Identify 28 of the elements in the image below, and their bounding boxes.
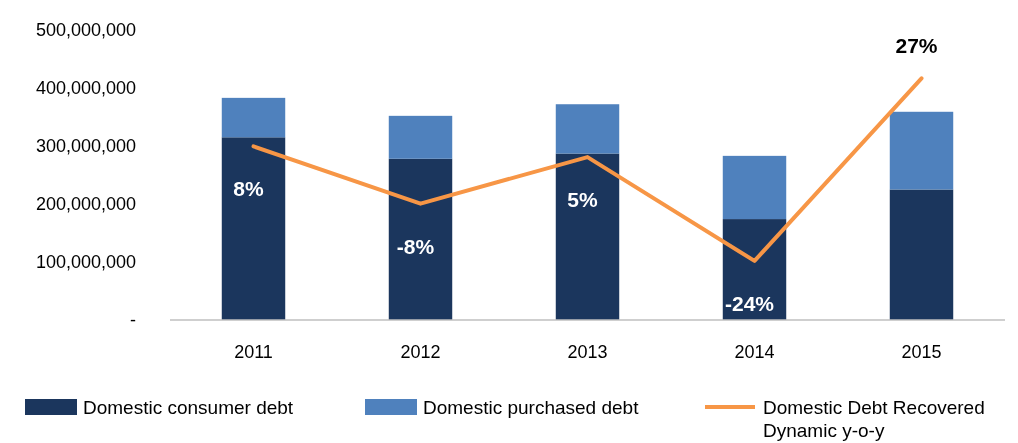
bar [555, 153, 620, 320]
x-tick-label: 2014 [734, 342, 775, 362]
x-tick-label: 2012 [400, 342, 441, 362]
x-tick-label: 2011 [234, 342, 273, 362]
bar [555, 104, 620, 154]
bar [722, 155, 787, 220]
data-label: 5% [567, 188, 598, 212]
bar [388, 115, 453, 159]
y-tick-label: 300,000,000 [35, 136, 136, 156]
data-label: 8% [233, 177, 264, 201]
legend-label: Domestic consumer debt [83, 397, 294, 418]
y-tick-label: 500,000,000 [35, 20, 136, 40]
bar [221, 137, 286, 320]
y-tick-label: - [130, 310, 136, 330]
y-tick-label: 100,000,000 [35, 252, 136, 272]
x-tick-label: 2013 [567, 342, 608, 362]
bar [889, 189, 954, 320]
y-tick-label: 400,000,000 [35, 78, 136, 98]
legend-label: Domestic Debt Recovered Dynamic y-o-y [763, 397, 985, 441]
y-tick-label: 200,000,000 [35, 194, 136, 214]
data-label: -8% [396, 234, 435, 258]
data-label: -24% [724, 291, 775, 315]
legend-label: Domestic purchased debt [423, 397, 640, 418]
data-label: 27% [895, 34, 938, 58]
bar [221, 97, 286, 138]
bar [889, 111, 954, 190]
x-tick-label: 2015 [901, 342, 942, 362]
bar [388, 158, 453, 320]
